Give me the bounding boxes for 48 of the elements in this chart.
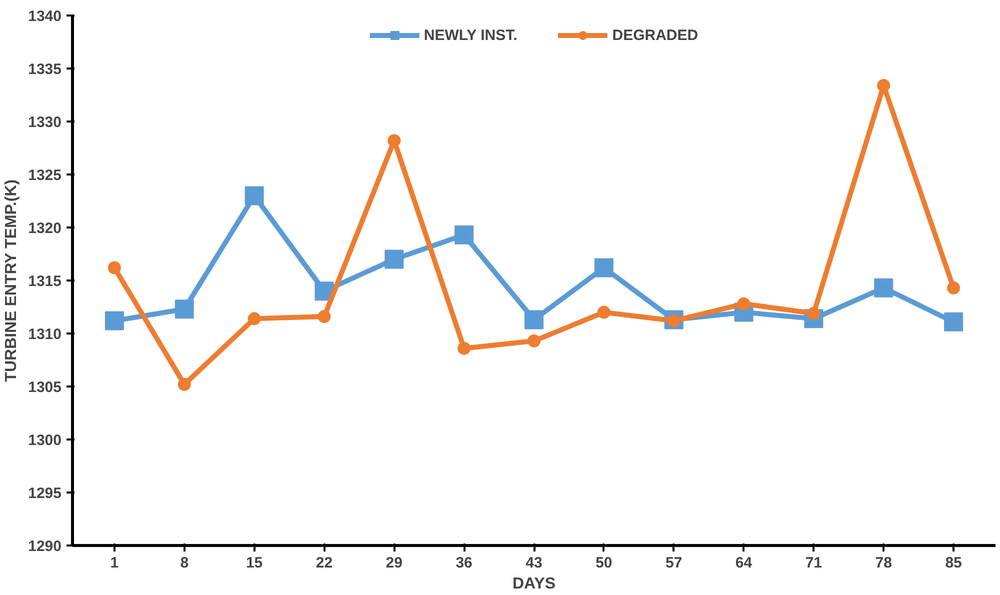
y-tick-label: 1340 xyxy=(28,8,62,25)
point xyxy=(174,300,194,319)
point xyxy=(458,342,471,355)
point xyxy=(384,250,404,269)
point xyxy=(528,334,540,348)
legend-label: NEWLY INST. xyxy=(424,26,518,44)
point xyxy=(944,312,964,332)
y-tick-label: 1315 xyxy=(28,273,62,290)
y-tick-label: 1295 xyxy=(28,485,62,502)
point xyxy=(877,78,890,92)
y-tick-label: 1305 xyxy=(28,379,62,396)
point xyxy=(737,297,750,310)
point xyxy=(108,261,121,274)
point xyxy=(594,258,614,278)
point xyxy=(178,378,191,391)
point xyxy=(244,186,264,206)
point xyxy=(104,311,124,330)
y-tick-label: 1320 xyxy=(28,220,62,237)
y-tick-label: 1330 xyxy=(28,114,62,131)
legend-label: DEGRADED xyxy=(612,26,698,44)
x-tick-label: 78 xyxy=(875,554,892,572)
x-tick-label: 64 xyxy=(735,554,753,572)
point xyxy=(947,281,960,294)
x-tick-label: 29 xyxy=(386,554,402,572)
x-tick-label: 8 xyxy=(180,554,189,572)
y-tick-label: 1300 xyxy=(28,432,62,449)
y-tick-label: 1325 xyxy=(28,167,62,184)
x-tick-label: 85 xyxy=(945,554,962,572)
point xyxy=(874,278,894,298)
x-tick-label: 1 xyxy=(110,554,119,572)
point xyxy=(597,306,610,319)
y-axis-title: TURBINE ENTRY TEMP.(K) xyxy=(3,179,20,382)
x-tick-label: 36 xyxy=(456,554,472,572)
y-tick-label: 1335 xyxy=(28,61,62,78)
x-tick-label: 50 xyxy=(596,554,612,572)
point xyxy=(454,225,474,244)
x-tick-label: 22 xyxy=(316,554,333,572)
x-axis-title: DAYS xyxy=(512,576,556,592)
x-tick-label: 57 xyxy=(666,554,682,572)
point xyxy=(388,134,401,148)
point xyxy=(248,312,261,326)
x-tick-label: 71 xyxy=(805,554,822,572)
point xyxy=(524,310,544,330)
x-tick-label: 43 xyxy=(526,554,542,572)
y-tick-label: 1310 xyxy=(28,326,62,343)
point xyxy=(318,310,331,324)
y-tick-label: 1290 xyxy=(28,538,62,555)
x-tick-label: 15 xyxy=(246,554,263,572)
